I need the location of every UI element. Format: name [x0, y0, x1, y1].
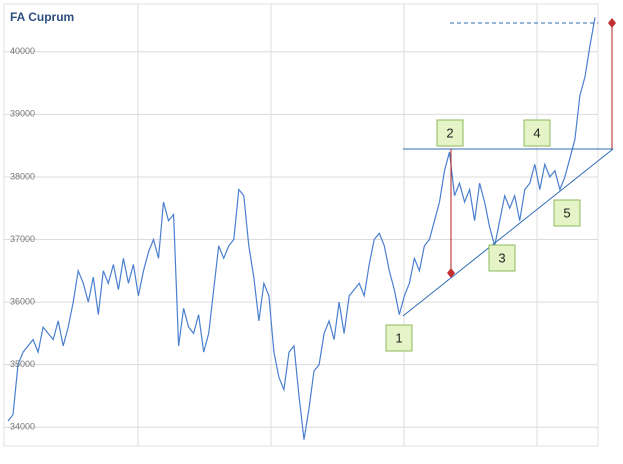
chart-title: FA Cuprum [10, 10, 74, 24]
y-tick-label: 35000 [10, 359, 35, 369]
arrow-head [608, 18, 616, 28]
annotation-box [523, 119, 551, 147]
price-line [7, 17, 596, 440]
y-tick-label: 39000 [10, 109, 35, 119]
annotation-box [385, 324, 413, 352]
annotation-box [488, 244, 516, 272]
y-tick-label: 36000 [10, 296, 35, 306]
y-tick-label: 34000 [10, 422, 35, 432]
y-tick-label: 38000 [10, 171, 35, 181]
arrow-head [447, 268, 455, 278]
annotation-box [436, 119, 464, 147]
annotation-box [553, 199, 581, 227]
grid [4, 4, 598, 446]
trend-line [402, 148, 614, 317]
plot-frame [3, 3, 599, 447]
y-tick-label: 37000 [10, 234, 35, 244]
annotation-label: 5 [563, 205, 570, 220]
drawings [402, 18, 616, 317]
y-tick-label: 40000 [10, 46, 35, 56]
annotation-label: 4 [533, 125, 540, 140]
annotation-label: 2 [446, 125, 453, 140]
annotation-label: 3 [498, 250, 505, 265]
annotation-label: 1 [395, 330, 402, 345]
